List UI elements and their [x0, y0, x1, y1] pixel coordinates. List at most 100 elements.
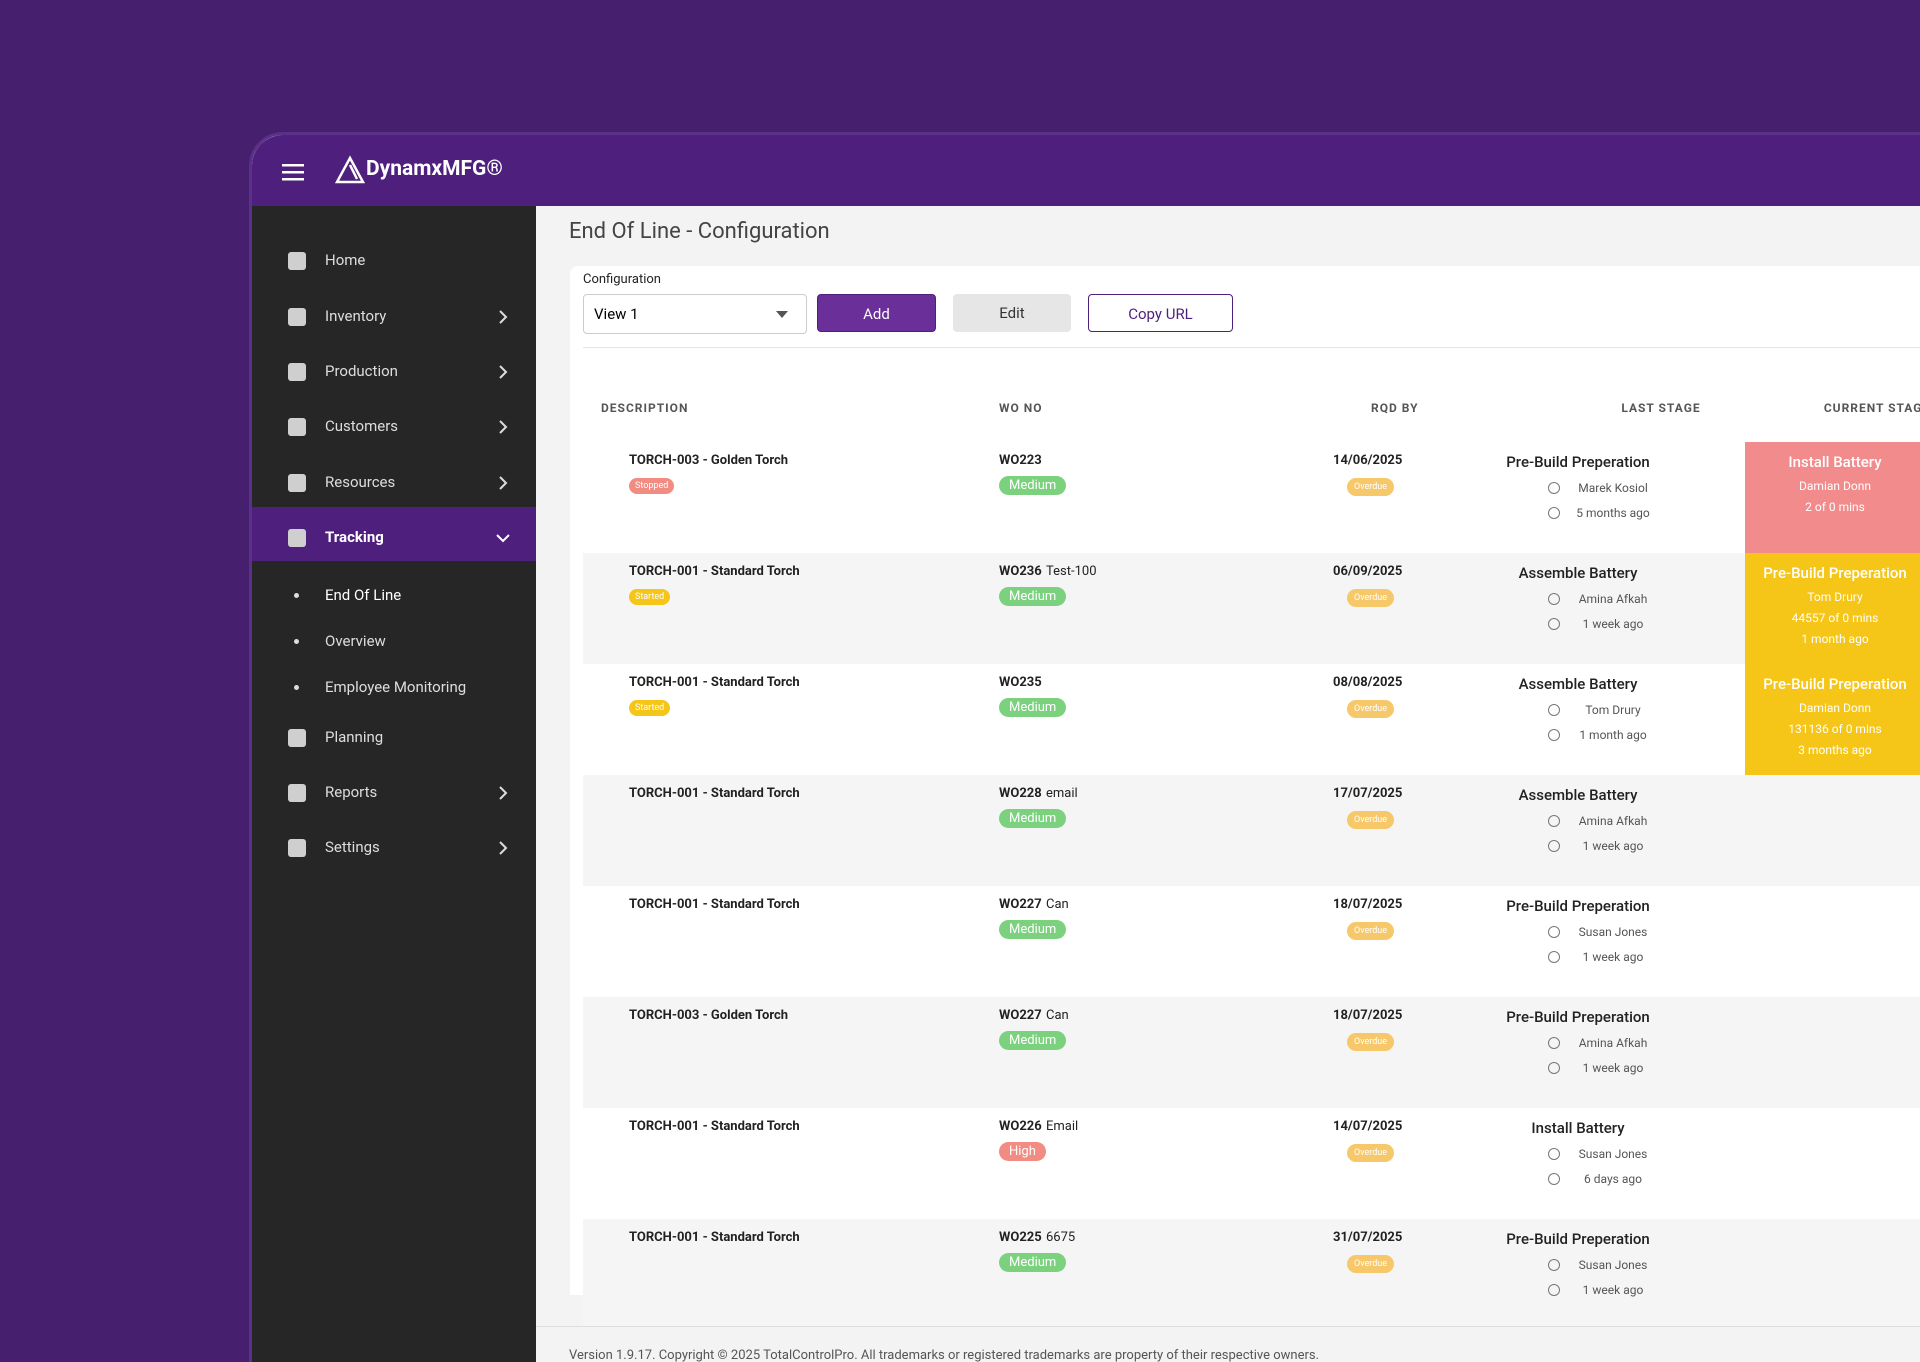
footer — [536, 1326, 1920, 1362]
nav-item[interactable]: Employee Monitoring — [252, 673, 536, 703]
button[interactable]: Add — [817, 294, 936, 332]
priority-badge: Medium — [999, 1031, 1067, 1050]
nav-icon — [288, 363, 306, 381]
nav-label: Planning — [325, 728, 384, 746]
last-user: Susan Jones — [1578, 925, 1648, 939]
nav-label: Inventory — [325, 307, 387, 325]
user-icon — [1548, 1259, 1560, 1271]
button[interactable]: Copy URL — [1088, 294, 1233, 332]
user-icon — [1548, 815, 1560, 827]
nav-item[interactable]: Customers — [252, 412, 536, 442]
last-stage: Assemble Battery — [1518, 675, 1638, 693]
nav-label: Production — [325, 362, 398, 380]
current-time: 1 month ago — [1801, 632, 1869, 646]
top-bar: DynamxMFG® — [252, 135, 1920, 206]
nav-icon — [288, 784, 306, 802]
table-row: TORCH-001 - Standard Torch WO225 6675 Mediu… — [583, 1219, 1920, 1330]
current-stage: Install Battery — [1788, 453, 1882, 471]
overdue-badge: Overdue — [1347, 589, 1395, 607]
last-time: 1 week ago — [1582, 617, 1644, 631]
last-user: Amina Afkah — [1578, 1036, 1648, 1050]
wo-note: Can — [1046, 1008, 1069, 1023]
table-row: TORCH-001 - Standard Torch Started WO236 Te… — [583, 553, 1920, 664]
table-row: TORCH-001 - Standard Torch WO227 Can Medium… — [583, 886, 1920, 997]
brand: DynamxMFG® — [366, 157, 503, 181]
last-user: Susan Jones — [1578, 1147, 1648, 1161]
wo-note: 6675 — [1046, 1230, 1076, 1245]
button-label: Edit — [999, 304, 1025, 322]
nav-label: Overview — [325, 632, 386, 650]
priority-badge: Medium — [999, 476, 1067, 495]
description: TORCH-003 - Golden Torch — [629, 453, 789, 468]
wo-note: Email — [1046, 1119, 1079, 1134]
last-user: Amina Afkah — [1578, 592, 1648, 606]
wo-no: WO228 — [999, 786, 1042, 801]
nav-item[interactable]: Settings — [252, 833, 536, 863]
menu-icon[interactable] — [282, 163, 304, 181]
nav-item[interactable]: Overview — [252, 627, 536, 657]
nav-icon — [288, 308, 306, 326]
last-stage: Assemble Battery — [1518, 786, 1638, 804]
table-row: TORCH-003 - Golden Torch WO227 Can Medium 18… — [583, 997, 1920, 1108]
chevron — [499, 365, 508, 379]
nav-item[interactable]: Reports — [252, 778, 536, 808]
rqd-by: 14/07/2025 — [1333, 1119, 1403, 1134]
nav-item[interactable]: Planning — [252, 723, 536, 753]
bullet — [294, 639, 299, 644]
rqd-by: 14/06/2025 — [1333, 453, 1403, 468]
divider — [583, 347, 1920, 348]
last-time: 1 month ago — [1579, 728, 1647, 742]
page-title: End Of Line - Configuration — [569, 219, 830, 244]
user-icon — [1548, 1037, 1560, 1049]
priority-badge: Medium — [999, 1253, 1067, 1272]
chevron — [499, 420, 508, 434]
last-stage: Pre-Build Preperation — [1506, 1008, 1650, 1026]
last-time: 1 week ago — [1582, 950, 1644, 964]
status-badge: Stopped — [629, 478, 675, 494]
table-row: TORCH-003 - Golden Torch Stopped WO223 Medi… — [583, 442, 1920, 553]
rqd-by: 18/07/2025 — [1333, 897, 1403, 912]
current-stage-cell: Pre-Build Preperation Tom Drury 44557 of 0… — [1745, 553, 1920, 664]
description: TORCH-001 - Standard Torch — [629, 1119, 800, 1134]
nav-item[interactable]: Production — [252, 357, 536, 387]
description: TORCH-003 - Golden Torch — [629, 1008, 789, 1023]
clock-icon — [1548, 507, 1560, 519]
nav-item[interactable]: Tracking — [252, 523, 536, 553]
logo — [335, 155, 365, 184]
current-mins: 44557 of 0 mins — [1791, 611, 1879, 625]
last-user: Amina Afkah — [1578, 814, 1648, 828]
description: TORCH-001 - Standard Torch — [629, 564, 800, 579]
view-value: View 1 — [594, 305, 639, 323]
current-user: Damian Donn — [1799, 479, 1871, 493]
nav-item[interactable]: Resources — [252, 468, 536, 498]
description: TORCH-001 - Standard Torch — [629, 1230, 800, 1245]
nav-label: Settings — [325, 838, 380, 856]
nav-label: End Of Line — [325, 586, 402, 604]
overdue-badge: Overdue — [1347, 478, 1395, 496]
last-time: 5 months ago — [1576, 506, 1650, 520]
chevron — [499, 310, 508, 324]
nav-icon — [288, 729, 306, 747]
current-mins: 131136 of 0 mins — [1788, 722, 1882, 736]
nav-item[interactable]: End Of Line — [252, 581, 536, 611]
button-label: Copy URL — [1128, 305, 1193, 323]
priority-badge: High — [999, 1142, 1046, 1161]
current-user: Damian Donn — [1799, 701, 1871, 715]
wo-no: WO227 — [999, 897, 1042, 912]
view-select[interactable]: View 1 — [583, 294, 807, 334]
status-badge: Started — [629, 700, 671, 716]
user-icon — [1548, 593, 1560, 605]
nav-label: Employee Monitoring — [325, 678, 467, 696]
overdue-badge: Overdue — [1347, 1255, 1395, 1273]
last-stage: Pre-Build Preperation — [1506, 453, 1650, 471]
nav-item[interactable]: Inventory — [252, 302, 536, 332]
nav-item[interactable]: Home — [252, 246, 536, 276]
button[interactable]: Edit — [953, 294, 1071, 332]
status-badge: Started — [629, 589, 671, 605]
wo-no: WO227 — [999, 1008, 1042, 1023]
last-stage: Install Battery — [1531, 1119, 1625, 1137]
nav-icon — [288, 252, 306, 270]
last-time: 1 week ago — [1582, 1283, 1644, 1297]
user-icon — [1548, 1148, 1560, 1160]
